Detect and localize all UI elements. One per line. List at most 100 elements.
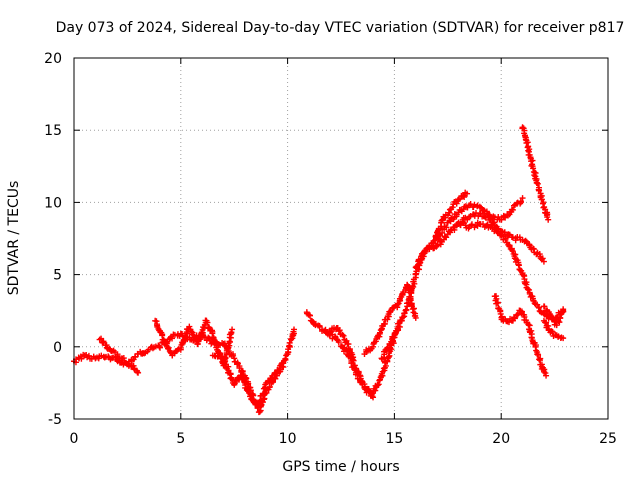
y-tick-label: 20: [44, 51, 62, 67]
data-point: [339, 331, 346, 338]
data-point: [511, 315, 518, 322]
series-track-4: [209, 352, 287, 412]
data-point: [459, 219, 466, 226]
x-tick-label: 5: [176, 431, 185, 447]
y-tick-label: 5: [53, 268, 62, 284]
data-point: [545, 216, 552, 223]
data-point: [517, 198, 524, 205]
data-point: [438, 217, 445, 224]
data-point: [461, 194, 468, 201]
data-point: [508, 246, 515, 253]
data-point: [210, 335, 217, 342]
data-point: [533, 180, 540, 187]
data-point: [165, 344, 172, 351]
data-point: [256, 408, 263, 415]
data-point: [376, 377, 383, 384]
data-point: [389, 335, 396, 342]
data-point: [231, 381, 238, 388]
series-track-14: [540, 317, 567, 342]
data-point: [212, 338, 219, 345]
data-point: [453, 200, 460, 207]
y-tick-label: -5: [48, 412, 62, 428]
data-point: [154, 322, 161, 329]
data-point: [272, 370, 279, 377]
x-tick-label: 10: [279, 431, 297, 447]
series-track-10: [434, 195, 526, 243]
data-point: [78, 355, 85, 362]
data-point: [343, 337, 350, 344]
grid: [74, 58, 608, 419]
series-track-8: [378, 189, 471, 363]
data-point: [385, 345, 392, 352]
data-point: [342, 346, 349, 353]
x-tick-labels: 0 5 10 15 20 25: [70, 431, 617, 447]
data-point: [514, 311, 521, 318]
series-track-15: [540, 303, 567, 329]
data-point: [543, 372, 550, 379]
data-point: [229, 326, 236, 333]
data-point: [526, 289, 533, 296]
plot-frame: [73, 57, 609, 420]
data-point: [482, 213, 489, 220]
data-point: [464, 190, 471, 197]
data-point: [412, 314, 419, 321]
data-point: [286, 339, 293, 346]
y-tick-labels: -5 0 5 10 15 20: [44, 51, 62, 428]
data-point: [188, 328, 195, 335]
data-point: [204, 319, 211, 326]
data-point: [335, 339, 342, 346]
data-point: [502, 235, 509, 242]
data-point: [557, 314, 564, 321]
data-point: [243, 387, 250, 394]
data-point: [491, 219, 498, 226]
data-point: [418, 253, 425, 260]
data-point: [260, 396, 267, 403]
x-axis-label: GPS time / hours: [282, 459, 399, 475]
data-point: [135, 369, 142, 376]
data-point: [549, 328, 556, 335]
data-point: [539, 255, 546, 262]
data-point: [403, 306, 410, 313]
data-point: [239, 368, 246, 375]
y-tick-label: 10: [44, 195, 62, 211]
data-point: [413, 263, 420, 270]
data-point: [240, 376, 247, 383]
data-point: [484, 221, 491, 228]
series-track-13: [491, 293, 550, 379]
x-tick-label: 20: [492, 431, 510, 447]
data-point: [394, 301, 401, 308]
chart-title: Day 073 of 2024, Sidereal Day-to-day VTE…: [56, 20, 625, 36]
data-point: [412, 264, 419, 271]
data-point: [548, 328, 555, 335]
data-point: [277, 366, 284, 373]
data-points: [71, 124, 567, 416]
data-point: [291, 326, 298, 333]
data-point: [535, 351, 542, 358]
data-point: [376, 330, 383, 337]
axis-ticks: [73, 57, 609, 420]
data-point: [359, 381, 366, 388]
data-point: [370, 394, 377, 401]
data-point: [407, 293, 414, 300]
x-tick-label: 15: [385, 431, 403, 447]
data-point: [541, 368, 548, 375]
y-tick-label: 0: [53, 340, 62, 356]
data-point: [340, 332, 347, 339]
data-point: [536, 356, 543, 363]
data-point: [541, 303, 548, 310]
y-axis-label: SDTVAR / TECUs: [6, 181, 22, 296]
y-tick-label: 15: [44, 123, 62, 139]
data-point: [489, 225, 496, 232]
data-point: [524, 286, 531, 293]
data-point: [494, 299, 501, 306]
data-point: [506, 242, 513, 249]
data-point: [509, 248, 516, 255]
data-point: [519, 195, 526, 202]
data-point: [132, 354, 139, 361]
series-track-2: [96, 335, 142, 376]
data-point: [443, 224, 450, 231]
data-point: [540, 258, 547, 265]
data-point: [209, 330, 216, 337]
data-point: [85, 352, 92, 359]
